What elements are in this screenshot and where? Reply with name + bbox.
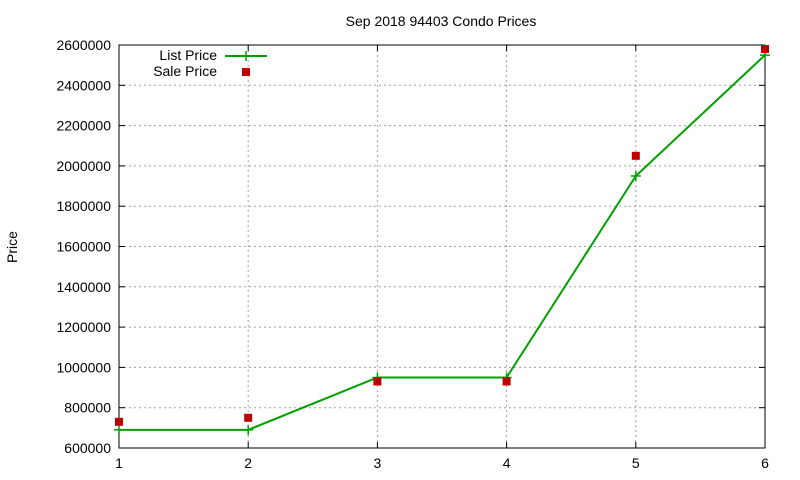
x-tick-label: 4 bbox=[503, 455, 511, 471]
sale-price-point bbox=[502, 377, 511, 386]
sale-price-point bbox=[115, 417, 123, 426]
y-tick-label: 1800000 bbox=[56, 198, 111, 214]
legend-swatch-list-price-marker bbox=[241, 51, 251, 61]
list-price-line bbox=[119, 54, 766, 431]
sale-price-point bbox=[373, 377, 382, 386]
x-tick-label: 6 bbox=[761, 455, 769, 471]
y-tick-label: 800000 bbox=[64, 400, 111, 416]
grid bbox=[119, 45, 765, 448]
y-tick-label: 2200000 bbox=[56, 118, 111, 134]
y-tick-label: 2000000 bbox=[56, 158, 111, 174]
x-tick-label: 1 bbox=[115, 455, 123, 471]
y-tick-label: 1600000 bbox=[56, 239, 111, 255]
x-tick-label: 3 bbox=[374, 455, 382, 471]
y-axis-ticks: 600000 800000 1000000 1200000 1400000 1600000… bbox=[56, 37, 765, 456]
y-tick-label: 1400000 bbox=[56, 279, 111, 295]
legend-label-list-price: List Price bbox=[159, 47, 217, 63]
x-tick-label: 2 bbox=[244, 455, 252, 471]
sale-price-point bbox=[631, 151, 640, 160]
y-tick-label: 2600000 bbox=[56, 37, 111, 53]
y-axis-label: Price bbox=[4, 231, 20, 263]
chart-title: Sep 2018 94403 Condo Prices bbox=[346, 13, 537, 29]
y-tick-label: 1200000 bbox=[56, 319, 111, 335]
y-tick-label: 2400000 bbox=[56, 77, 111, 93]
sale-price-point bbox=[761, 45, 769, 54]
x-axis-ticks: 1 2 3 4 5 6 bbox=[115, 45, 769, 471]
x-tick-label: 5 bbox=[632, 455, 640, 471]
legend-label-sale-price: Sale Price bbox=[153, 63, 217, 79]
legend-swatch-sale-price bbox=[242, 68, 250, 76]
list-price-point bbox=[630, 170, 641, 181]
series bbox=[114, 45, 770, 435]
list-price-point bbox=[243, 424, 254, 435]
sale-price-point bbox=[244, 413, 253, 422]
y-tick-label: 600000 bbox=[64, 440, 111, 456]
y-tick-label: 1000000 bbox=[56, 359, 111, 375]
list-price-point bbox=[114, 424, 124, 435]
